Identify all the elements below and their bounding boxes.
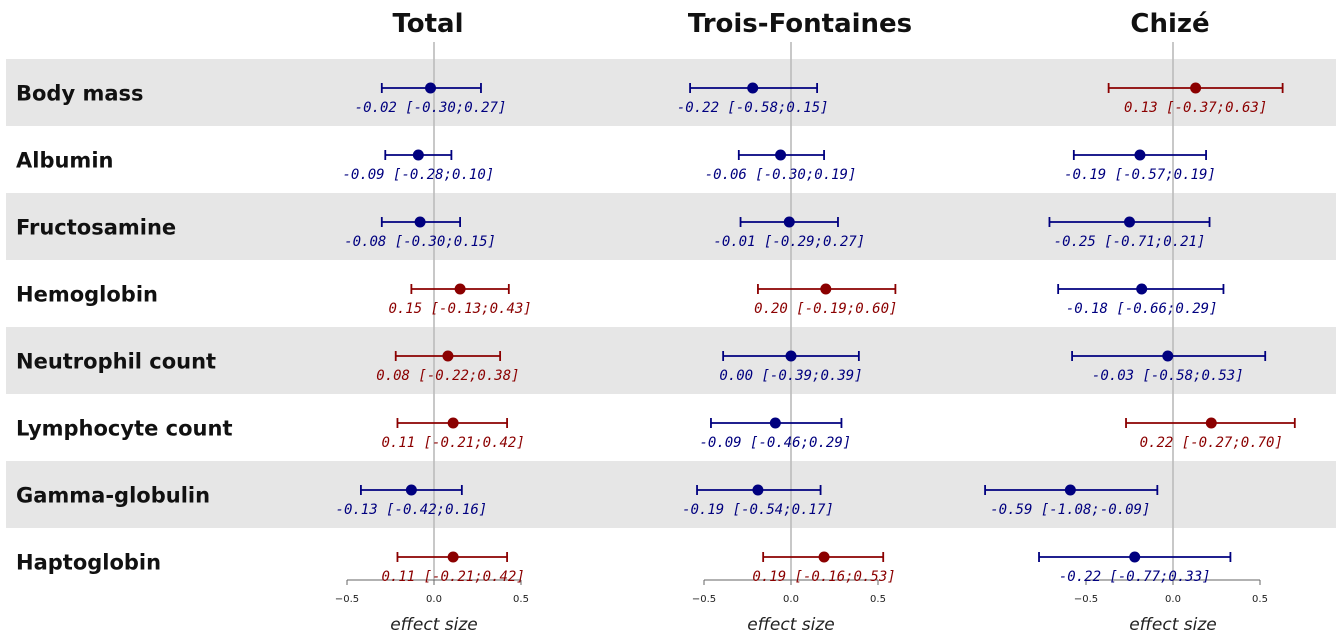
estimate-point [1190, 82, 1202, 94]
x-axis-title: effect size [390, 615, 478, 635]
estimate-label: -0.59 [-1.08;-0.09] [990, 502, 1150, 518]
row-band [6, 461, 1336, 528]
estimate-point [1129, 551, 1141, 563]
row-band [6, 59, 1336, 126]
estimate-label: 0.20 [-0.19;0.60] [754, 301, 897, 317]
estimate-point [454, 283, 466, 295]
panel-title: Trois-Fontaines [688, 9, 912, 39]
estimate-point [447, 417, 459, 429]
estimate-point [442, 350, 454, 362]
estimate-label: -0.03 [-0.58;0.53] [1092, 368, 1244, 384]
estimate-label: -0.09 [-0.28;0.10] [342, 167, 494, 183]
estimate-point [425, 82, 437, 94]
row-band [6, 193, 1336, 260]
estimate-point [405, 484, 417, 496]
x-tick-label: 0.0 [783, 594, 799, 605]
row-label: Body mass [16, 82, 144, 106]
estimate-point [1136, 283, 1148, 295]
estimate-label: -0.09 [-0.46;0.29] [699, 435, 851, 451]
estimate-point [414, 216, 426, 228]
estimate-label: -0.01 [-0.29;0.27] [713, 234, 865, 250]
row-label: Hemoglobin [16, 283, 158, 307]
row-label: Gamma-globulin [16, 484, 210, 508]
estimate-label: -0.02 [-0.30;0.27] [355, 100, 507, 116]
x-axis-title: effect size [1129, 615, 1217, 635]
x-tick-label: 0.5 [1252, 594, 1268, 605]
estimate-label: 0.11 [-0.21;0.42] [381, 569, 524, 585]
estimate-point [818, 551, 830, 563]
estimate-point [783, 216, 795, 228]
x-axis-title: effect size [747, 615, 835, 635]
row-label: Haptoglobin [16, 551, 161, 575]
x-tick-label: 0.0 [1165, 594, 1181, 605]
estimate-point [785, 350, 797, 362]
estimate-point [820, 283, 832, 295]
estimate-label: 0.19 [-0.16;0.53] [752, 569, 895, 585]
x-tick-label: −0.5 [1074, 594, 1098, 605]
estimate-point [1205, 417, 1217, 429]
estimate-label: -0.19 [-0.57;0.19] [1064, 167, 1216, 183]
estimate-point [412, 149, 424, 161]
panel-title: Total [392, 9, 463, 39]
estimate-label: 0.11 [-0.21;0.42] [381, 435, 524, 451]
estimate-point [775, 149, 787, 161]
estimate-label: 0.08 [-0.22;0.38] [376, 368, 519, 384]
estimate-point [447, 551, 459, 563]
row-band [6, 327, 1336, 394]
estimate-label: -0.22 [-0.58;0.15] [677, 100, 829, 116]
estimate-label: 0.13 [-0.37;0.63] [1124, 100, 1267, 116]
estimate-point [769, 417, 781, 429]
estimate-point [1162, 350, 1174, 362]
estimate-label: 0.22 [-0.27;0.70] [1140, 435, 1283, 451]
x-tick-label: 0.5 [513, 594, 529, 605]
estimate-point [747, 82, 759, 94]
estimate-label: -0.19 [-0.54;0.17] [682, 502, 834, 518]
estimate-label: -0.22 [-0.77;0.33] [1059, 569, 1211, 585]
estimate-label: -0.08 [-0.30;0.15] [344, 234, 496, 250]
x-tick-label: −0.5 [335, 594, 359, 605]
estimate-label: -0.06 [-0.30;0.19] [705, 167, 857, 183]
estimate-point [1124, 216, 1135, 228]
estimate-label: -0.13 [-0.42;0.16] [336, 502, 488, 518]
row-label: Neutrophil count [16, 350, 216, 374]
estimate-label: 0.15 [-0.13;0.43] [388, 301, 531, 317]
row-label: Fructosamine [16, 216, 176, 240]
estimate-label: -0.18 [-0.66;0.29] [1066, 301, 1218, 317]
estimate-point [752, 484, 764, 496]
estimate-label: -0.25 [-0.71;0.21] [1054, 234, 1206, 250]
estimate-point [1134, 149, 1146, 161]
x-tick-label: −0.5 [692, 594, 716, 605]
x-tick-label: 0.0 [426, 594, 442, 605]
estimate-label: 0.00 [-0.39;0.39] [719, 368, 862, 384]
row-label: Albumin [16, 149, 113, 173]
panel-title: Chizé [1130, 9, 1209, 39]
row-label: Lymphocyte count [16, 417, 232, 441]
x-tick-label: 0.5 [870, 594, 886, 605]
estimate-point [1064, 484, 1076, 496]
